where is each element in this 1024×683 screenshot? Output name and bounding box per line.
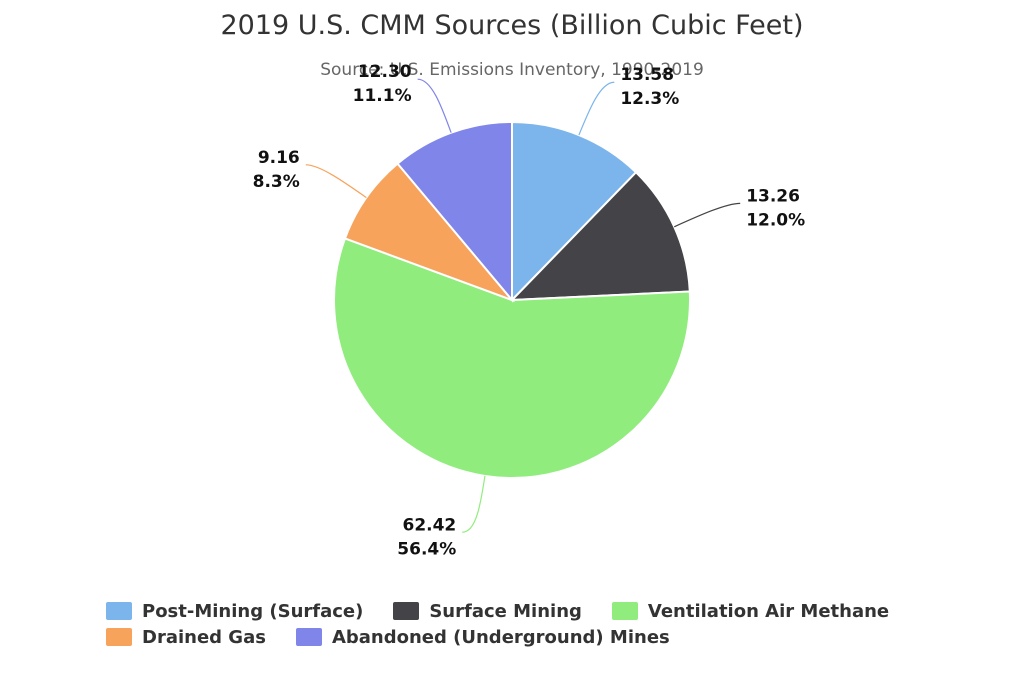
value-label: 13.26 bbox=[746, 186, 800, 206]
legend-swatch bbox=[106, 628, 132, 646]
legend-item-abandoned-mines[interactable]: Abandoned (Underground) Mines bbox=[295, 626, 670, 648]
value-label: 13.58 bbox=[620, 65, 674, 85]
pie-slice[interactable] bbox=[511, 120, 638, 303]
connector-line bbox=[578, 81, 615, 136]
legend-row: Drained Gas Abandoned (Underground) Mine… bbox=[106, 624, 966, 650]
value-label: 62.42 bbox=[402, 515, 456, 535]
connector-line bbox=[305, 164, 367, 199]
pie-slice[interactable] bbox=[343, 162, 516, 303]
legend-swatch bbox=[295, 628, 322, 646]
legend-swatch bbox=[611, 602, 638, 620]
chart-subtitle: Source: U.S. Emissions Inventory, 1990-2… bbox=[320, 60, 704, 80]
value-label: 9.16 bbox=[258, 148, 300, 168]
pie-slice[interactable] bbox=[333, 237, 691, 479]
legend-item-drained-gas[interactable]: Drained Gas bbox=[106, 627, 266, 648]
connector-line bbox=[462, 475, 486, 533]
pie-slice[interactable] bbox=[509, 170, 691, 302]
percent-label: 56.4% bbox=[397, 539, 456, 559]
percent-label: 12.0% bbox=[746, 210, 805, 230]
legend-swatch bbox=[106, 602, 132, 620]
percent-label: 8.3% bbox=[253, 172, 300, 192]
legend-item-ventilation-air-methane[interactable]: Ventilation Air Methane bbox=[611, 600, 890, 622]
legend-label: Drained Gas bbox=[142, 626, 266, 648]
percent-label: 12.3% bbox=[620, 89, 679, 109]
connector-line bbox=[673, 202, 741, 228]
chart-title: 2019 U.S. CMM Sources (Billion Cubic Fee… bbox=[220, 10, 804, 41]
legend-label: Ventilation Air Methane bbox=[647, 600, 890, 622]
percent-label: 11.1% bbox=[353, 86, 412, 106]
connector-line bbox=[417, 78, 452, 133]
legend-row: Post-Mining (Surface) Surface Mining Ven… bbox=[106, 598, 966, 624]
legend-item-surface-mining[interactable]: Surface Mining bbox=[393, 601, 582, 622]
legend-label: Post-Mining (Surface) bbox=[142, 600, 364, 622]
legend-label: Abandoned (Underground) Mines bbox=[331, 626, 670, 648]
legend-swatch bbox=[393, 602, 420, 620]
pie-slice[interactable] bbox=[396, 120, 513, 303]
value-label: 12.30 bbox=[358, 62, 412, 82]
legend-label: Surface Mining bbox=[429, 600, 582, 622]
legend-item-post-mining[interactable]: Post-Mining (Surface) bbox=[106, 601, 363, 622]
legend: Post-Mining (Surface) Surface Mining Ven… bbox=[106, 598, 966, 650]
